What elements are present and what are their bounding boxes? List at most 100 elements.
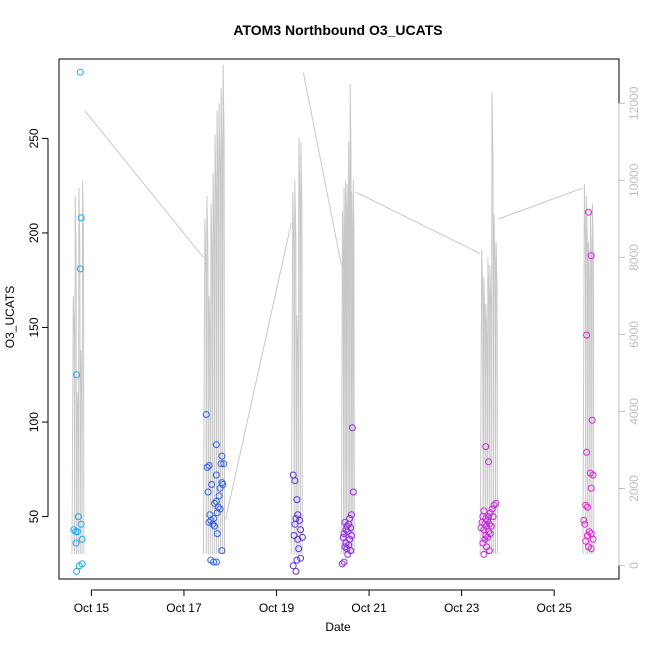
data-point: [482, 443, 490, 451]
data-point: [205, 518, 213, 526]
data-point: [72, 539, 80, 547]
data-point: [580, 516, 588, 524]
data-point: [490, 501, 498, 509]
y2-tick-label: 10000: [627, 163, 641, 197]
data-point: [76, 265, 84, 273]
data-point: [488, 505, 496, 513]
y2-tick-label: 8000: [627, 244, 641, 271]
data-point: [489, 513, 497, 521]
data-point: [492, 499, 500, 507]
data-point: [291, 520, 299, 528]
data-point: [581, 520, 589, 528]
y2-tick-label: 12000: [627, 86, 641, 120]
data-point: [74, 528, 81, 536]
altitude-transit-line: [302, 72, 342, 266]
data-point: [210, 558, 218, 566]
data-point: [78, 535, 86, 543]
y2-tick-label: 2000: [627, 475, 641, 502]
data-point: [290, 532, 298, 539]
data-point: [207, 516, 215, 524]
data-point: [74, 513, 82, 521]
data-point: [584, 503, 591, 511]
data-point: [342, 526, 350, 534]
altitude-transit-line: [225, 222, 292, 520]
data-point: [582, 501, 590, 509]
x-tick-label: Oct 17: [166, 601, 202, 615]
data-point: [339, 533, 347, 541]
data-point: [345, 520, 353, 528]
data-point: [73, 371, 81, 379]
data-point: [76, 68, 84, 76]
data-point: [213, 509, 221, 517]
data-point: [583, 448, 591, 456]
data-point: [589, 535, 597, 543]
data-point: [77, 520, 85, 528]
chart-title: ATOM3 Northbound O3_UCATS: [233, 22, 442, 38]
data-point: [341, 543, 349, 551]
data-point: [587, 252, 595, 260]
y-tick-label: 100: [27, 412, 41, 432]
data-point: [585, 208, 592, 216]
data-point: [211, 522, 218, 530]
data-point: [213, 530, 221, 538]
data-point: [297, 526, 305, 534]
data-point: [338, 560, 346, 568]
data-point: [75, 562, 83, 570]
data-point: [295, 545, 303, 553]
data-point: [348, 511, 355, 519]
data-point: [203, 463, 211, 471]
axes: Oct 15 Oct 17 Oct 19 Oct 21 Oct 23 Oct 25 50 10…: [27, 58, 641, 615]
data-point: [292, 567, 300, 575]
altitude-flight-window: [290, 137, 303, 555]
data-point: [588, 416, 596, 424]
data-point: [209, 520, 217, 528]
data-point: [218, 452, 226, 460]
data-point: [298, 533, 306, 541]
data-point: [77, 214, 85, 222]
data-point: [293, 496, 301, 504]
data-point: [487, 522, 495, 530]
data-point: [70, 526, 78, 534]
y2-tick-label: 0: [627, 562, 641, 569]
altitude-flight-window: [71, 180, 85, 555]
data-point: [587, 484, 595, 492]
data-point: [216, 484, 224, 492]
data-point: [344, 528, 352, 536]
data-point: [291, 477, 299, 485]
data-point: [208, 481, 216, 488]
x-tick-label: Oct 21: [351, 601, 387, 615]
data-point: [485, 547, 493, 555]
altitude-transit-line: [354, 191, 481, 254]
y-axis-label: O3_UCATS: [3, 286, 17, 348]
data-point: [212, 441, 220, 449]
altitude-flight-window: [202, 64, 225, 555]
data-point: [202, 411, 210, 418]
y-tick-label: 50: [27, 510, 41, 524]
data-point: [220, 460, 228, 468]
data-point: [217, 460, 225, 468]
x-tick-label: Oct 19: [259, 601, 295, 615]
data-point: [582, 537, 590, 545]
data-point: [344, 550, 352, 558]
data-point: [583, 331, 591, 339]
y2-tick-label: 6000: [627, 321, 641, 348]
y2-tick-label: 4000: [627, 398, 641, 425]
data-point: [215, 492, 223, 500]
x-tick-label: Oct 23: [444, 601, 480, 615]
altitude-flight-window: [582, 184, 595, 555]
data-point: [349, 488, 357, 496]
data-points: [70, 68, 597, 575]
altitude-flight-window: [340, 83, 355, 555]
data-point: [211, 499, 218, 507]
data-point: [485, 458, 492, 466]
data-point: [341, 518, 349, 526]
data-point: [289, 562, 297, 570]
x-axis-label: Date: [325, 620, 351, 634]
data-point: [204, 488, 212, 496]
data-point: [297, 554, 305, 562]
data-point: [589, 471, 597, 479]
data-point: [482, 532, 490, 539]
data-point: [212, 558, 220, 566]
